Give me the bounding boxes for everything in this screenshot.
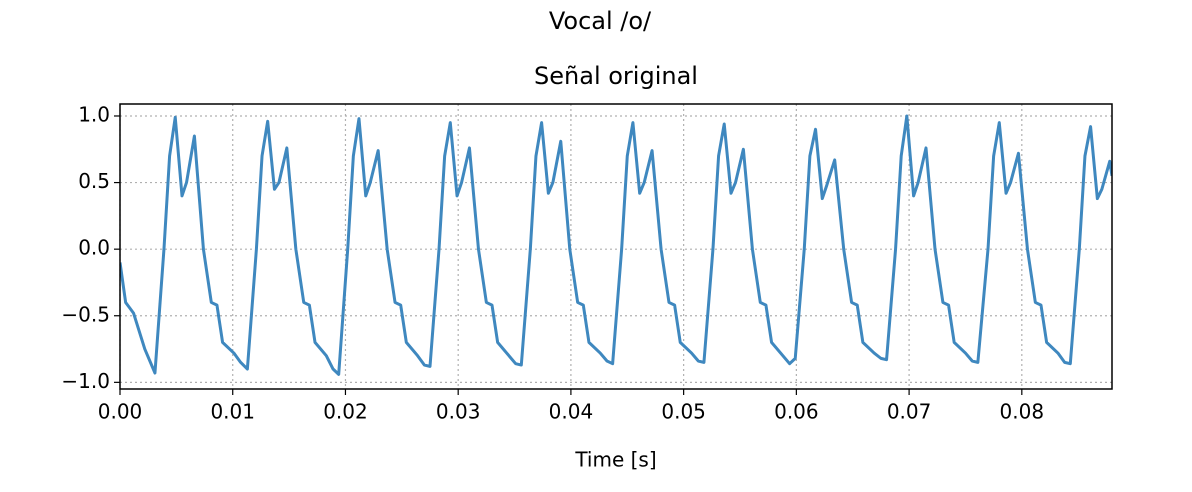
x-tick-label: 0.01	[210, 400, 255, 424]
y-tick-label: 0.0	[78, 236, 110, 260]
x-tick-label: 0.00	[98, 400, 143, 424]
x-axis-label: Time [s]	[574, 448, 656, 472]
x-tick-label: 0.02	[323, 400, 368, 424]
y-tick-label: 1.0	[78, 102, 110, 126]
line-series	[120, 114, 1112, 376]
x-tick-label: 0.04	[549, 400, 594, 424]
x-tick-label: 0.08	[1000, 400, 1045, 424]
suptitle: Vocal /o/	[549, 7, 652, 35]
y-tick-label: −0.5	[61, 302, 110, 326]
y-tick-label: −1.0	[61, 369, 110, 393]
x-tick-label: 0.03	[436, 400, 481, 424]
x-tick-label: 0.05	[661, 400, 706, 424]
chart-title: Señal original	[534, 62, 698, 90]
x-tick-label: 0.06	[774, 400, 819, 424]
plot-frame	[119, 103, 1113, 390]
x-tick-label: 0.07	[887, 400, 932, 424]
y-tick-label: 0.5	[78, 169, 110, 193]
